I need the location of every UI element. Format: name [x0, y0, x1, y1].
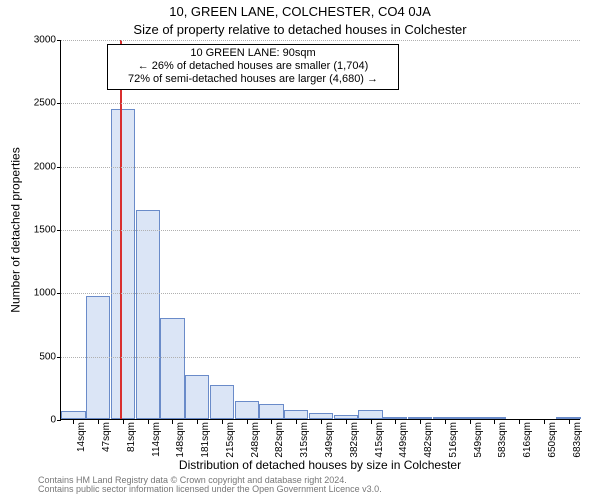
- bar: [259, 404, 283, 419]
- x-tick-mark: [197, 420, 198, 424]
- x-tick-label: 148sqm: [175, 422, 186, 458]
- x-tick-label: 516sqm: [448, 422, 459, 458]
- x-tick-label: 114sqm: [151, 422, 162, 457]
- x-tick-label: 415sqm: [374, 422, 385, 458]
- x-tick-mark: [321, 420, 322, 424]
- bar: [160, 318, 184, 419]
- x-tick-mark: [346, 420, 347, 424]
- y-tick-label: 500: [22, 351, 56, 362]
- x-tick-label: 81sqm: [126, 422, 137, 452]
- bar: [111, 109, 135, 419]
- x-tick-mark: [544, 420, 545, 424]
- y-tick-label: 1000: [22, 288, 56, 299]
- x-tick-mark: [519, 420, 520, 424]
- x-tick-mark: [123, 420, 124, 424]
- x-tick-mark: [73, 420, 74, 424]
- bar: [309, 413, 333, 419]
- plot-inner: 10 GREEN LANE: 90sqm ← 26% of detached h…: [60, 40, 580, 420]
- bar: [457, 417, 481, 419]
- x-tick-mark: [222, 420, 223, 424]
- x-tick-label: 482sqm: [423, 422, 434, 458]
- y-tick-label: 3000: [22, 35, 56, 46]
- annotation-line1: 10 GREEN LANE: 90sqm: [114, 47, 392, 60]
- annotation-box: 10 GREEN LANE: 90sqm ← 26% of detached h…: [107, 44, 399, 90]
- y-tick-mark: [57, 40, 61, 41]
- grid-line: [61, 40, 580, 41]
- bar: [358, 410, 382, 419]
- x-tick-label: 449sqm: [398, 422, 409, 458]
- x-tick-label: 382sqm: [349, 422, 360, 458]
- x-tick-label: 616sqm: [522, 422, 533, 458]
- bar: [61, 411, 85, 419]
- x-tick-label: 650sqm: [547, 422, 558, 458]
- x-tick-mark: [445, 420, 446, 424]
- x-axis-label: Distribution of detached houses by size …: [60, 458, 580, 472]
- x-tick-mark: [470, 420, 471, 424]
- bar: [482, 417, 506, 419]
- x-tick-label: 549sqm: [473, 422, 484, 458]
- grid-line: [61, 357, 580, 358]
- bar: [334, 415, 358, 419]
- x-tick-mark: [420, 420, 421, 424]
- x-tick-label: 583sqm: [497, 422, 508, 458]
- x-tick-label: 215sqm: [225, 422, 236, 458]
- caption-line2: Contains public sector information licen…: [38, 485, 598, 494]
- bar: [284, 410, 308, 419]
- y-tick-label: 2000: [22, 161, 56, 172]
- x-tick-label: 282sqm: [274, 422, 285, 458]
- x-tick-label: 14sqm: [76, 422, 87, 452]
- y-tick-label: 2500: [22, 98, 56, 109]
- x-tick-mark: [395, 420, 396, 424]
- x-tick-mark: [172, 420, 173, 424]
- x-tick-mark: [271, 420, 272, 424]
- bar: [383, 417, 407, 419]
- bar: [210, 385, 234, 419]
- x-tick-label: 349sqm: [324, 422, 335, 458]
- x-tick-mark: [148, 420, 149, 424]
- caption: Contains HM Land Registry data © Crown c…: [38, 476, 598, 495]
- annotation-line2: ← 26% of detached houses are smaller (1,…: [114, 60, 392, 73]
- annotation-line3: 72% of semi-detached houses are larger (…: [114, 73, 392, 86]
- x-tick-label: 181sqm: [200, 422, 211, 458]
- bar: [408, 417, 432, 419]
- y-tick-mark: [57, 103, 61, 104]
- x-tick-mark: [494, 420, 495, 424]
- chart-title-line2: Size of property relative to detached ho…: [0, 22, 600, 37]
- y-tick-mark: [57, 357, 61, 358]
- grid-line: [61, 167, 580, 168]
- bar: [556, 417, 580, 419]
- y-tick-label: 1500: [22, 225, 56, 236]
- bar: [185, 375, 209, 419]
- x-tick-label: 248sqm: [250, 422, 261, 458]
- y-tick-mark: [57, 293, 61, 294]
- grid-line: [61, 103, 580, 104]
- x-tick-mark: [98, 420, 99, 424]
- x-tick-mark: [247, 420, 248, 424]
- x-tick-mark: [371, 420, 372, 424]
- y-tick-mark: [57, 420, 61, 421]
- grid-line: [61, 293, 580, 294]
- grid-line: [61, 230, 580, 231]
- x-tick-label: 315sqm: [299, 422, 310, 458]
- x-tick-label: 683sqm: [572, 422, 583, 458]
- bar: [235, 401, 259, 419]
- chart-title-line1: 10, GREEN LANE, COLCHESTER, CO4 0JA: [0, 4, 600, 19]
- y-tick-mark: [57, 230, 61, 231]
- y-tick-label: 0: [22, 415, 56, 426]
- bar: [433, 417, 457, 419]
- x-tick-mark: [296, 420, 297, 424]
- bar: [136, 210, 160, 419]
- x-tick-mark: [569, 420, 570, 424]
- y-tick-mark: [57, 167, 61, 168]
- plot-area: 10 GREEN LANE: 90sqm ← 26% of detached h…: [60, 40, 580, 420]
- y-axis-label-text: Number of detached properties: [9, 147, 23, 312]
- x-tick-label: 47sqm: [101, 422, 112, 452]
